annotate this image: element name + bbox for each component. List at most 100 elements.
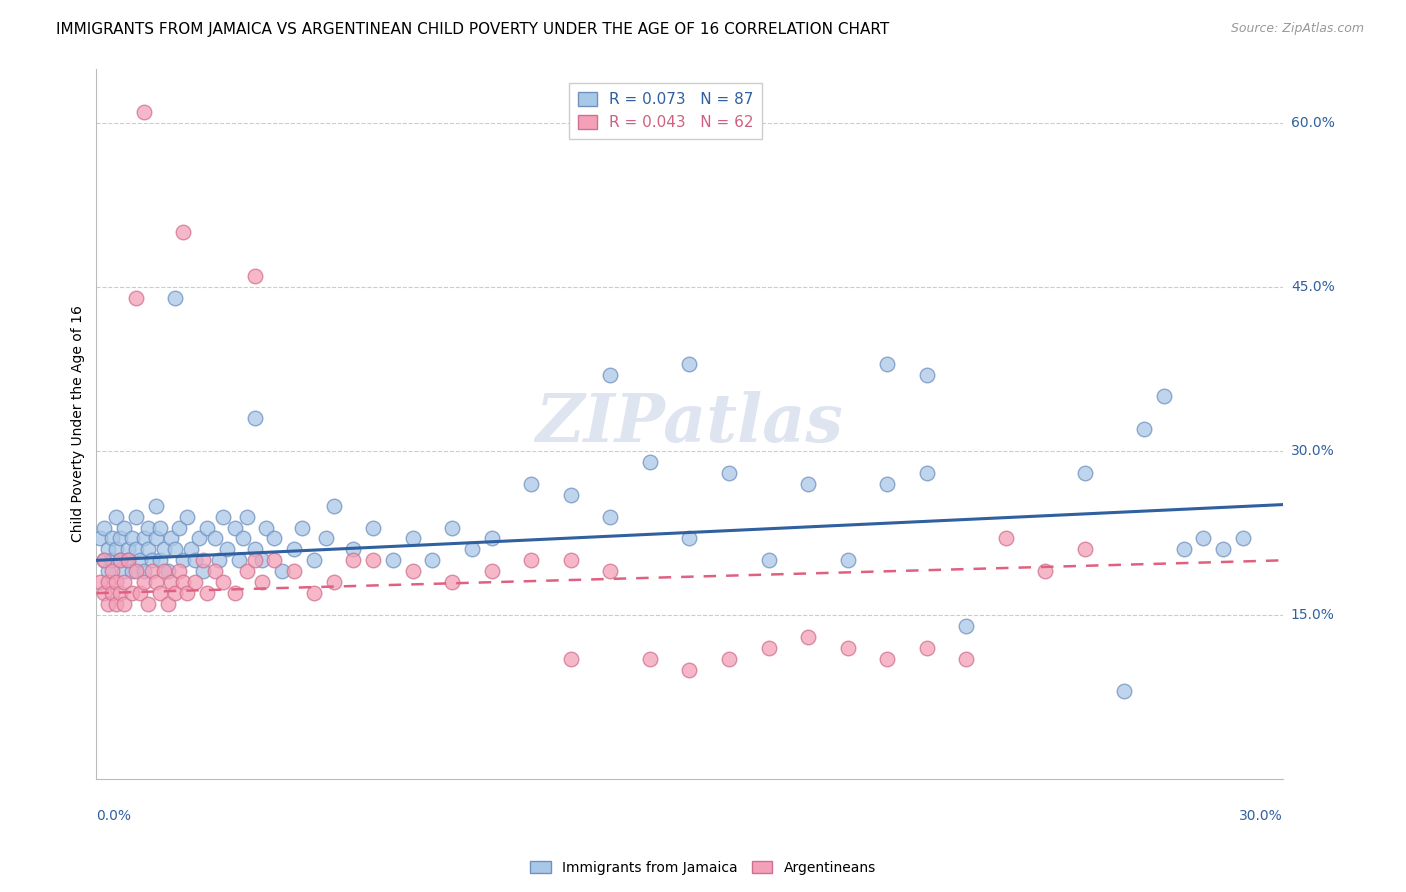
Point: [145, 532, 167, 546]
Point: [481, 564, 503, 578]
Point: [520, 553, 543, 567]
Point: [638, 651, 661, 665]
Point: [560, 651, 582, 665]
Point: [101, 553, 124, 567]
Point: [717, 466, 740, 480]
Point: [1074, 466, 1097, 480]
Point: [422, 553, 444, 567]
Point: [160, 532, 183, 546]
Point: [112, 575, 135, 590]
Point: [169, 520, 191, 534]
Point: [1212, 542, 1234, 557]
Y-axis label: Child Poverty Under the Age of 16: Child Poverty Under the Age of 16: [72, 305, 86, 542]
Point: [184, 553, 207, 567]
Point: [322, 575, 344, 590]
Point: [678, 663, 700, 677]
Point: [108, 532, 131, 546]
Point: [169, 564, 191, 578]
Point: [252, 575, 274, 590]
Point: [117, 553, 139, 567]
Point: [243, 542, 266, 557]
Point: [121, 532, 143, 546]
Point: [89, 575, 111, 590]
Point: [915, 466, 938, 480]
Point: [599, 368, 621, 382]
Point: [149, 586, 172, 600]
Point: [125, 542, 148, 557]
Point: [117, 553, 139, 567]
Point: [101, 564, 124, 578]
Point: [156, 564, 179, 578]
Point: [402, 532, 425, 546]
Point: [93, 553, 115, 567]
Point: [208, 553, 231, 567]
Point: [132, 564, 155, 578]
Point: [145, 575, 167, 590]
Point: [97, 575, 120, 590]
Point: [361, 520, 384, 534]
Point: [108, 586, 131, 600]
Point: [678, 532, 700, 546]
Point: [1173, 542, 1195, 557]
Point: [441, 575, 464, 590]
Point: [599, 564, 621, 578]
Point: [156, 597, 179, 611]
Point: [195, 586, 218, 600]
Point: [252, 553, 274, 567]
Point: [758, 640, 780, 655]
Point: [172, 575, 194, 590]
Point: [105, 575, 128, 590]
Point: [204, 532, 226, 546]
Point: [1114, 684, 1136, 698]
Point: [101, 586, 124, 600]
Legend: R = 0.073   N = 87, R = 0.043   N = 62: R = 0.073 N = 87, R = 0.043 N = 62: [569, 83, 762, 139]
Point: [145, 499, 167, 513]
Point: [291, 520, 314, 534]
Text: IMMIGRANTS FROM JAMAICA VS ARGENTINEAN CHILD POVERTY UNDER THE AGE OF 16 CORRELA: IMMIGRANTS FROM JAMAICA VS ARGENTINEAN C…: [56, 22, 890, 37]
Point: [1033, 564, 1056, 578]
Point: [254, 520, 277, 534]
Point: [93, 586, 115, 600]
Point: [243, 553, 266, 567]
Point: [915, 640, 938, 655]
Point: [125, 291, 148, 305]
Point: [560, 553, 582, 567]
Point: [152, 564, 174, 578]
Point: [136, 520, 159, 534]
Point: [212, 575, 235, 590]
Point: [638, 455, 661, 469]
Point: [271, 564, 294, 578]
Point: [381, 553, 404, 567]
Point: [876, 476, 898, 491]
Point: [112, 597, 135, 611]
Point: [263, 553, 285, 567]
Point: [235, 564, 257, 578]
Point: [165, 586, 187, 600]
Point: [117, 542, 139, 557]
Point: [149, 520, 172, 534]
Point: [180, 542, 202, 557]
Point: [105, 542, 128, 557]
Point: [837, 553, 859, 567]
Point: [121, 564, 143, 578]
Text: 30.0%: 30.0%: [1239, 809, 1282, 823]
Point: [758, 553, 780, 567]
Text: 0.0%: 0.0%: [97, 809, 131, 823]
Point: [283, 542, 305, 557]
Text: 45.0%: 45.0%: [1291, 280, 1334, 294]
Point: [89, 532, 111, 546]
Point: [717, 651, 740, 665]
Text: ZIPatlas: ZIPatlas: [536, 392, 844, 456]
Point: [955, 619, 977, 633]
Point: [136, 597, 159, 611]
Text: 30.0%: 30.0%: [1291, 444, 1334, 458]
Point: [97, 542, 120, 557]
Point: [322, 499, 344, 513]
Point: [361, 553, 384, 567]
Point: [141, 564, 163, 578]
Point: [108, 553, 131, 567]
Point: [243, 411, 266, 425]
Legend: Immigrants from Jamaica, Argentineans: Immigrants from Jamaica, Argentineans: [524, 855, 882, 880]
Point: [994, 532, 1017, 546]
Point: [191, 553, 214, 567]
